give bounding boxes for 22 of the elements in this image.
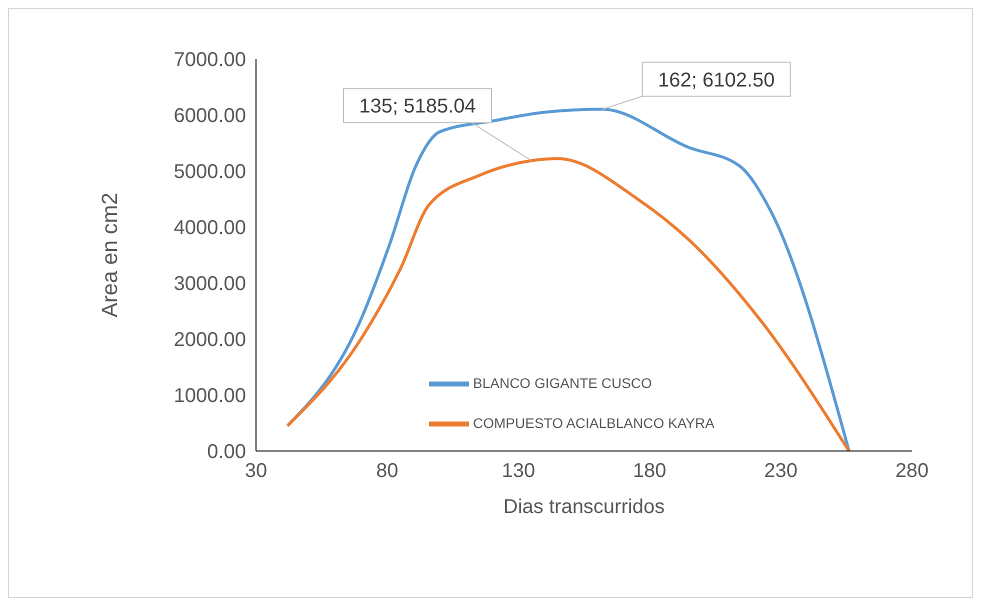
legend-label: COMPUESTO ACIALBLANCO KAYRA	[473, 415, 714, 432]
x-tick-label: 30	[244, 460, 268, 482]
y-axis-title: Area en cm2	[96, 192, 122, 318]
legend-label: BLANCO GIGANTE CUSCO	[473, 375, 652, 392]
x-tick-label: 130	[502, 460, 536, 482]
y-tick-label: 4000.00	[174, 217, 246, 240]
annotation: 162; 6102.50	[658, 69, 775, 92]
x-tick-label: 80	[376, 460, 398, 482]
y-tick-label: 7000.00	[174, 49, 246, 72]
x-axis-title: Dias transcurridos	[503, 496, 665, 518]
y-tick-label: 3000.00	[174, 273, 246, 296]
y-tick-label: 6000.00	[174, 105, 246, 128]
annotation: 135; 5185.04	[359, 96, 476, 118]
x-tick-label: 180	[632, 460, 666, 482]
x-tick-label: 230	[764, 460, 798, 482]
y-tick-label: 5000.00	[174, 161, 246, 184]
x-tick-label: 280	[895, 460, 929, 482]
y-tick-label: 2000.00	[174, 329, 246, 352]
callout: 135; 5185.04	[343, 88, 532, 162]
y-tick-label: 0.00	[207, 441, 246, 464]
callout: 162; 6102.50	[602, 62, 791, 110]
y-tick-label: 1000.00	[174, 385, 246, 408]
